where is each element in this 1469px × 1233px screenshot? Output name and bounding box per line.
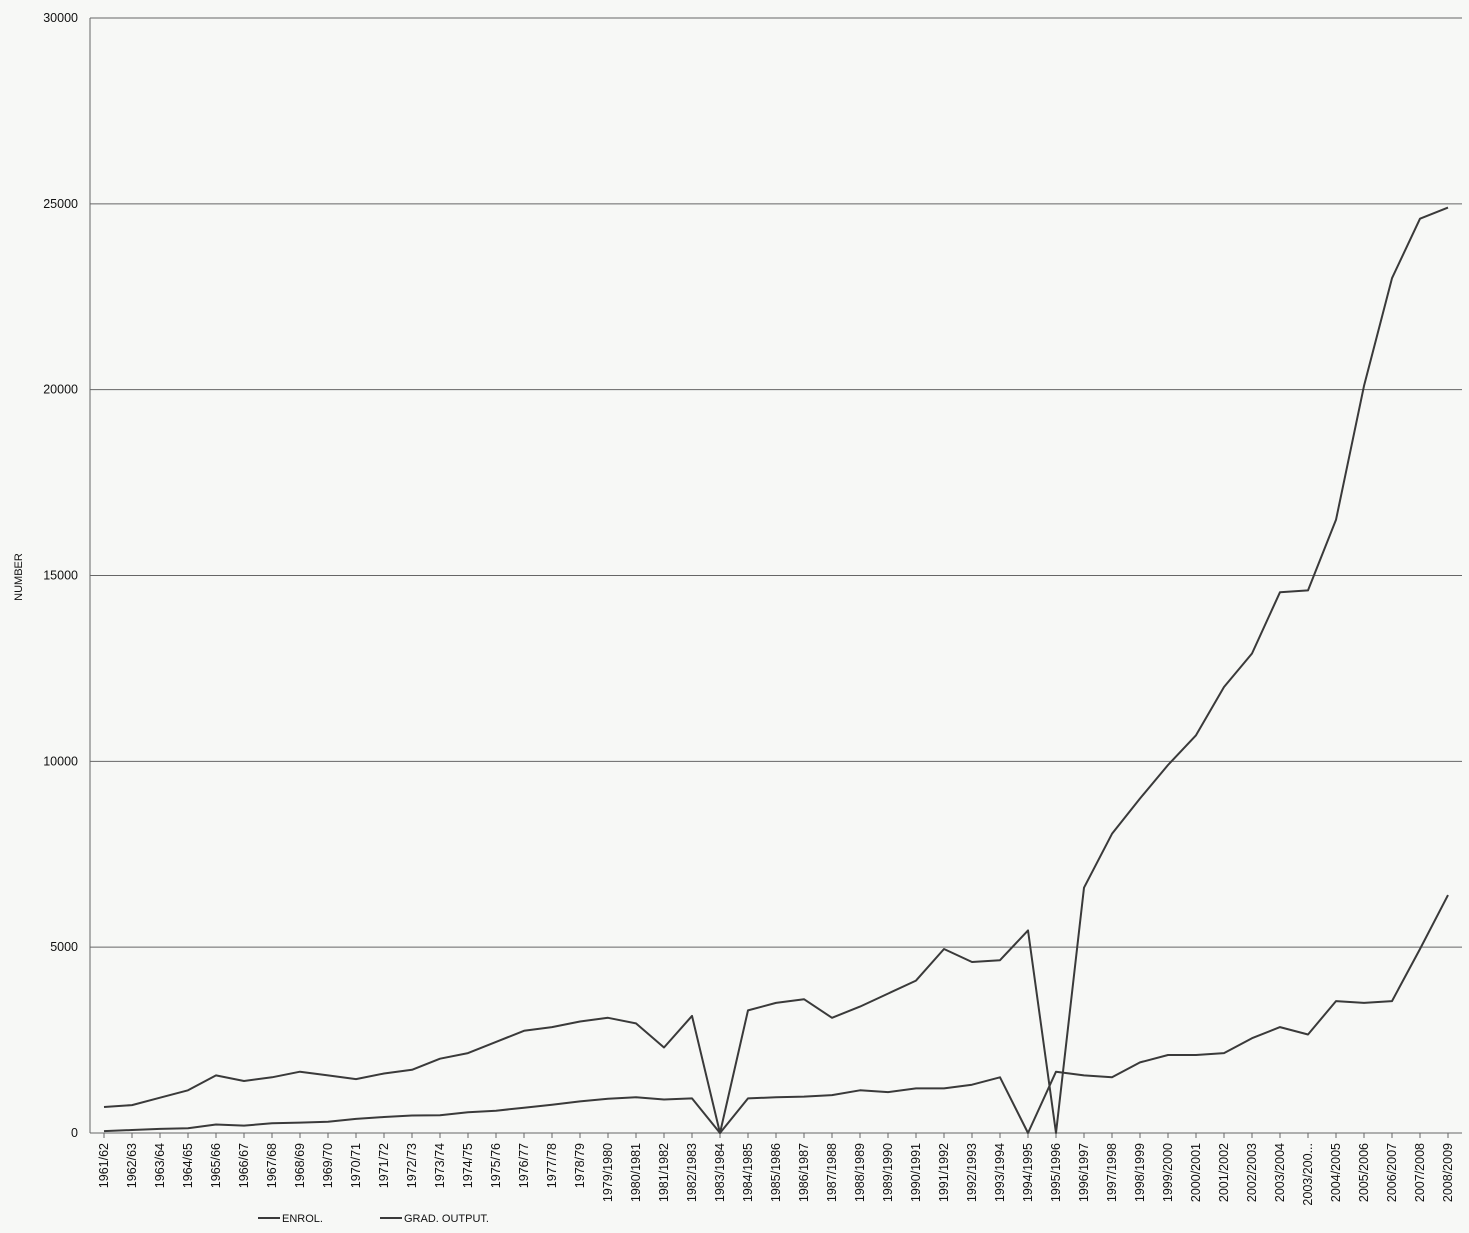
x-tick-label: 1978/79 [573,1143,587,1188]
x-tick-label: 1999/2000 [1161,1143,1175,1202]
x-tick-label: 2002/2003 [1245,1143,1259,1202]
x-tick-label: 1966/67 [237,1143,251,1188]
x-tick-label: 1987/1988 [825,1143,839,1202]
x-tick-label: 1964/65 [181,1143,195,1188]
x-tick-label: 1980/1981 [629,1143,643,1202]
x-tick-label: 1982/1983 [685,1143,699,1202]
x-tick-label: 1979/1980 [601,1143,615,1202]
legend-label: ENROL. [282,1213,323,1225]
series-lines [103,206,1449,1134]
x-tick-label: 1963/64 [153,1143,167,1188]
x-tick-label: 2005/2006 [1357,1143,1371,1202]
x-tick-label: 1993/1994 [993,1143,1007,1202]
x-tick-label: 1973/74 [433,1143,447,1188]
x-tick-label: 1967/68 [265,1143,279,1188]
x-tick-label: 1971/72 [377,1143,391,1188]
x-tick-label: 1984/1985 [741,1143,755,1202]
y-tick-label: 30000 [43,11,78,25]
x-tick-label: 1988/1989 [853,1143,867,1202]
y-tick-label: 15000 [43,569,78,583]
x-tick-label: 1983/1984 [713,1143,727,1202]
x-tick-label: 1968/69 [293,1143,307,1188]
x-tick-label: 1986/1987 [797,1143,811,1202]
y-tick-label: 5000 [50,940,78,954]
x-axis-ticks: 1961/62 1962/63 1963/64 1964/65 1965/66 1966/… [97,1133,1455,1206]
x-tick-label: 2004/2005 [1329,1143,1343,1202]
x-tick-label: 1974/75 [461,1143,475,1188]
x-tick-label: 2000/2001 [1189,1143,1203,1202]
y-tick-label: 10000 [43,754,78,768]
series-line-grad-output [103,894,1449,1134]
x-tick-label: 1972/73 [405,1143,419,1188]
legend-label: GRAD. OUTPUT. [404,1213,489,1225]
x-tick-label: 1996/1997 [1077,1143,1091,1202]
x-tick-label: 2008/2009 [1441,1143,1455,1202]
x-tick-label: 1969/70 [321,1143,335,1188]
x-tick-label: 2003/200... [1301,1143,1315,1206]
y-tick-label: 0 [71,1126,78,1140]
x-tick-label: 1965/66 [209,1143,223,1188]
x-tick-label: 1976/77 [517,1143,531,1188]
x-tick-label: 1970/71 [349,1143,363,1188]
x-tick-label: 1997/1998 [1105,1143,1119,1202]
x-tick-label: 1981/1982 [657,1143,671,1202]
gridlines [89,17,1462,1134]
legend: ENROL. GRAD. OUTPUT. [258,1213,489,1225]
x-tick-label: 2003/2004 [1273,1143,1287,1202]
x-tick-label: 1990/1991 [909,1143,923,1202]
x-tick-label: 2006/2007 [1385,1143,1399,1202]
y-axis-ticks: 0 5000 10000 15000 20000 25000 30000 [43,11,78,1140]
x-tick-label: 1985/1986 [769,1143,783,1202]
x-tick-label: 1977/78 [545,1143,559,1188]
x-tick-label: 1989/1990 [881,1143,895,1202]
x-tick-label: 1962/63 [125,1143,139,1188]
series-line-enrol [103,206,1449,1134]
x-tick-label: 1961/62 [97,1143,111,1188]
x-tick-label: 2001/2002 [1217,1143,1231,1202]
y-axis-label: NUMBER [13,553,25,601]
x-tick-label: 1994/1995 [1021,1143,1035,1202]
x-tick-label: 1991/1992 [937,1143,951,1202]
x-tick-label: 1975/76 [489,1143,503,1188]
x-tick-label: 2007/2008 [1413,1143,1427,1202]
y-tick-label: 25000 [43,197,78,211]
x-tick-label: 1992/1993 [965,1143,979,1202]
y-tick-label: 20000 [43,383,78,397]
x-tick-label: 1998/1999 [1133,1143,1147,1202]
x-tick-label: 1995/1996 [1049,1143,1063,1202]
